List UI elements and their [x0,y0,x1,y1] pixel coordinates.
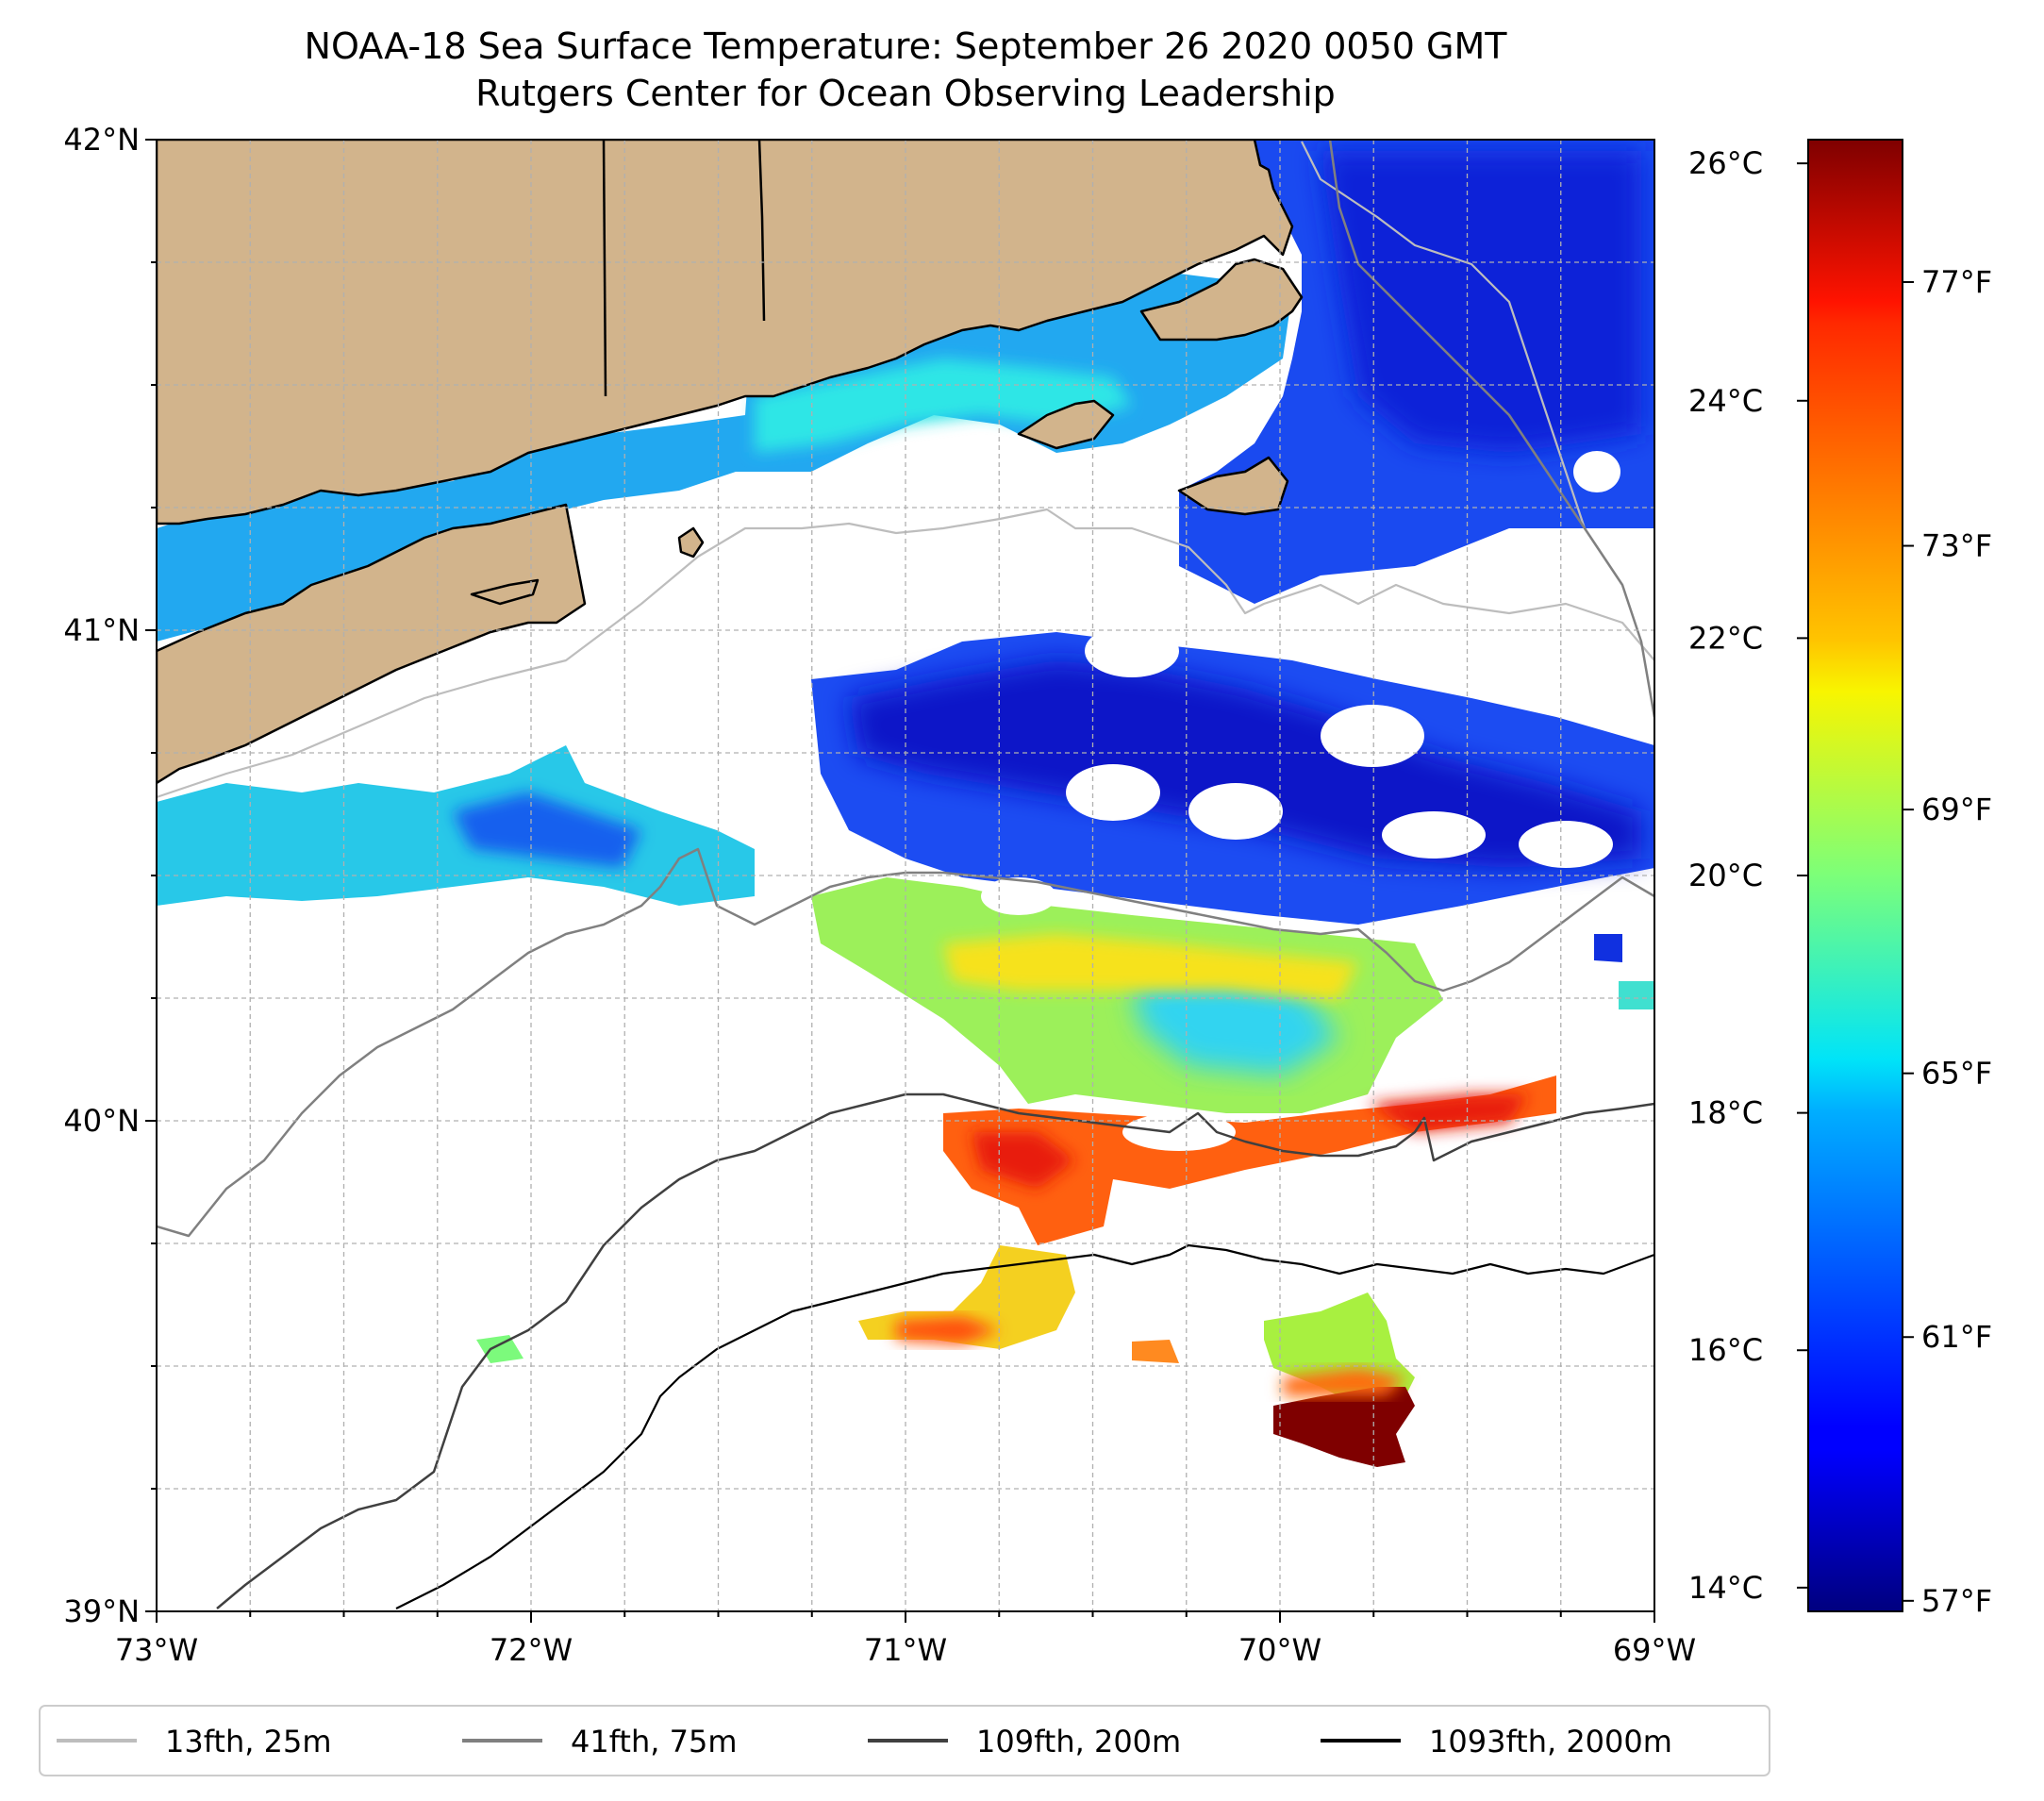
legend-label: 109fth, 200m [976,1724,1181,1759]
contour-2000m [395,1243,1654,1609]
colorbar: 26°C 24°C 22°C 20°C 18°C 16°C 14°C 77°F 73°F 69°… [1688,139,1992,1619]
legend-label: 41fth, 75m [571,1724,737,1759]
land-long-island [157,503,587,785]
state-borders [602,140,766,397]
legend-items: 13fth, 25m 41fth, 75m 109fth, 200m 1093fth,… [57,1724,1672,1759]
contour-75m-ne [1328,140,1654,718]
land-cape-cod [1139,258,1304,342]
colorbar-fahrenheit-label: 65°F [1921,1056,1992,1092]
colorbar-celsius-label: 26°C [1688,145,1763,181]
title-line-2: Rutgers Center for Ocean Observing Leade… [475,73,1336,114]
colorbar-fahrenheit-label: 77°F [1921,264,1992,300]
sst-patch-small-3 [1594,934,1622,962]
land-fishers-island [470,578,540,606]
land-block-island [677,526,705,559]
border-ny-ct [602,140,607,397]
sst-patch-warm-south-red [972,1094,1528,1189]
sst-patch-southeast-hot [1273,1387,1415,1467]
x-tick-label: 73°W [115,1632,198,1668]
y-axis: 42°N 41°N 40°N 39°N [63,122,157,1629]
land-nantucket [1177,456,1289,516]
colorbar-celsius-label: 24°C [1688,383,1763,419]
colorbar-celsius-label: 22°C [1688,620,1763,656]
legend-label: 1093fth, 2000m [1429,1724,1672,1759]
x-tick-label: 70°W [1238,1632,1321,1668]
sst-patch-west-midshelf-blue [453,792,641,868]
x-tick-label: 72°W [490,1632,573,1668]
legend-label: 13fth, 25m [165,1724,331,1759]
map-gridlines [157,140,1654,1611]
contour-75m [157,847,1654,1238]
y-tick-label: 39°N [63,1593,140,1629]
colorbar-gradient [1807,139,1903,1612]
x-tick-label: 71°W [864,1632,947,1668]
colorbar-celsius-label: 18°C [1688,1095,1763,1131]
sst-patch-small-1 [476,1335,523,1363]
colorbar-celsius-axis: 26°C 24°C 22°C 20°C 18°C 16°C 14°C [1688,145,1808,1606]
colorbar-fahrenheit-label: 57°F [1921,1583,1992,1619]
colorbar-fahrenheit-axis: 77°F 73°F 69°F 65°F 61°F 57°F [1903,264,1992,1619]
land [157,140,1304,785]
x-tick-label: 69°W [1613,1632,1696,1668]
map-panel: 73°W 72°W 71°W 70°W 69°W 42°N 41°N 40°N 39°N [63,122,1696,1668]
contour-25m-ne [1301,141,1587,529]
colorbar-fahrenheit-label: 69°F [1921,792,1992,827]
bathymetry-contours [157,140,1654,1609]
colorbar-celsius-label: 16°C [1688,1332,1763,1368]
colorbar-celsius-label: 14°C [1688,1570,1763,1606]
contour-200m [216,1092,1654,1609]
border-ct-ri [757,140,766,322]
sst-patch-coastal-cyan [755,359,1132,453]
contour-25m [157,508,1654,799]
colorbar-fahrenheit-label: 73°F [1921,528,1992,564]
land-new-england [157,140,1294,525]
land-marthas-vineyard [1017,399,1115,450]
colorbar-fahrenheit-label: 61°F [1921,1319,1992,1355]
y-tick-label: 41°N [63,612,140,648]
y-tick-label: 42°N [63,122,140,158]
sst-patch-south-plume-red [896,1316,1000,1344]
title-line-1: NOAA-18 Sea Surface Temperature: Septemb… [305,25,1508,67]
legend: 13fth, 25m 41fth, 75m 109fth, 200m 1093fth,… [39,1705,1770,1776]
sst-patch-small-2 [1132,1340,1179,1363]
sst-patch-southeast-orange [1283,1368,1405,1396]
sst-patch-shelfbreak-yellow [943,934,1358,1000]
cloud-gaps [981,451,1620,1151]
y-tick-label: 40°N [63,1103,140,1139]
sst-patch-small-4 [1619,981,1654,1009]
colorbar-celsius-label: 20°C [1688,858,1763,893]
x-axis: 73°W 72°W 71°W 70°W 69°W [115,1611,1696,1668]
